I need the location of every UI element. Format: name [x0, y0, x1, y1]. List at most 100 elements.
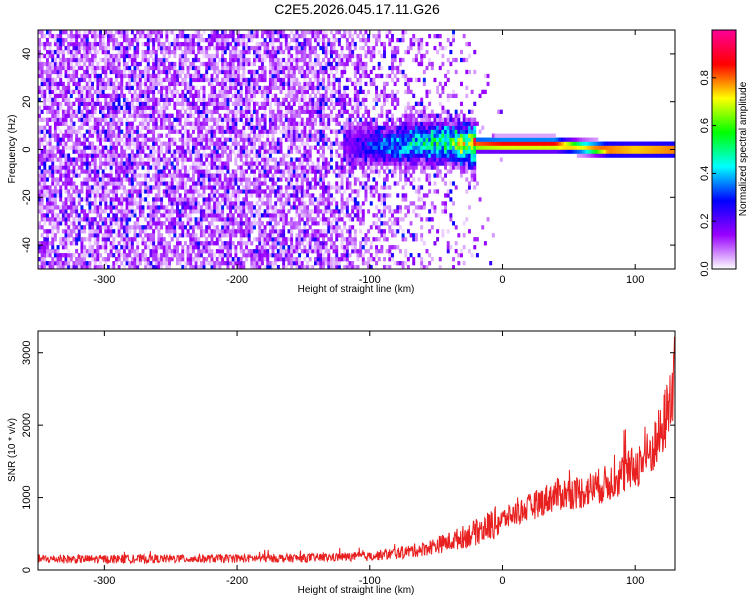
spectrogram-cell	[237, 97, 241, 102]
spectrogram-cell	[221, 197, 225, 202]
spectrogram-cell	[77, 125, 81, 130]
spectrogram-cell	[101, 69, 105, 75]
spectrogram-cell	[122, 153, 126, 158]
spectrogram-cell	[91, 189, 95, 194]
spectrogram-cell	[202, 105, 206, 110]
spectrogram-cell	[322, 49, 325, 55]
spectrogram-cell	[93, 205, 97, 210]
spectrogram-cell	[260, 241, 264, 246]
spectrogram-cell	[88, 109, 92, 114]
spectrogram-cell	[319, 137, 323, 142]
spectrogram-cell	[96, 249, 100, 254]
spectrogram-cell	[112, 65, 116, 71]
spectrogram-cell	[186, 149, 190, 154]
spectrogram-cell	[311, 121, 315, 126]
spectrogram-cell	[101, 217, 105, 222]
spectrogram-cell	[136, 221, 140, 226]
spectrogram-cell	[141, 173, 145, 178]
spectrogram-cell	[329, 229, 333, 234]
spectrogram-cell	[255, 193, 259, 198]
spectrogram-cell	[316, 30, 320, 35]
spectrogram-cell	[93, 185, 97, 190]
spectrogram-cell	[199, 169, 203, 174]
spectrogram-cell	[274, 45, 278, 51]
spectrogram-cell	[205, 141, 209, 146]
spectrogram-cell	[213, 157, 217, 162]
spectrogram-cell	[199, 145, 203, 150]
spectrogram-cell	[141, 49, 145, 55]
spectrogram-cell	[335, 253, 339, 258]
spectrogram-cell	[271, 165, 275, 170]
spectrogram-cell	[72, 37, 76, 43]
spectrogram-cell	[226, 265, 230, 269]
spectrogram-cell	[210, 133, 214, 138]
spectrogram-cell	[122, 73, 126, 79]
spectrogram-cell	[56, 125, 60, 130]
spectrogram-cell	[152, 93, 156, 99]
spectrogram-cell	[128, 41, 132, 47]
spectrogram-cell	[56, 65, 60, 71]
spectrogram-cell	[319, 97, 323, 102]
spectrogram-cell	[117, 57, 121, 63]
spectrogram-cell	[69, 197, 73, 202]
spectrogram-cell	[266, 265, 270, 269]
spectrogram-cell	[93, 237, 97, 242]
spectrogram-cell	[226, 157, 230, 162]
spectrogram-cell	[133, 177, 137, 182]
spectrogram-cell	[332, 213, 336, 218]
spectrogram-cell	[252, 169, 256, 174]
spectrogram-cell	[308, 109, 312, 114]
spectrogram-cell	[122, 97, 126, 102]
spectrogram-cell	[138, 73, 142, 79]
spectrogram-cell	[234, 197, 238, 202]
spectrogram-cell	[80, 209, 84, 214]
spectrogram-cell	[56, 97, 60, 102]
spectrogram-cell	[221, 229, 225, 234]
spectrogram-cell	[72, 241, 76, 246]
spectrogram-cell	[59, 81, 63, 87]
spectrogram-cell	[186, 57, 190, 63]
spectrogram-cell	[255, 165, 259, 170]
spectrogram-cell	[292, 37, 296, 43]
spectrogram-cell	[99, 93, 102, 99]
spectrogram-cell	[107, 265, 110, 269]
spectrogram-cell	[194, 265, 198, 269]
spectrogram-cell	[226, 169, 230, 174]
spectrogram-cell	[181, 149, 185, 154]
spectrogram-cell	[133, 81, 137, 87]
spectrogram-cell	[239, 237, 243, 242]
spectrogram-cell	[109, 33, 113, 39]
spectrogram-cell	[191, 101, 195, 106]
spectrogram-cell	[61, 41, 65, 47]
spectrogram-cell	[99, 133, 102, 138]
spectrogram-cell	[237, 81, 241, 87]
spectrogram-cell	[93, 30, 97, 35]
spectrogram-cell	[306, 261, 310, 266]
spectrogram-cell	[154, 185, 158, 190]
spectrogram-cell	[250, 257, 254, 262]
spectrogram-cell	[160, 173, 164, 178]
spectrogram-cell	[306, 69, 310, 75]
spectrogram-cell	[290, 37, 294, 43]
spectrogram-cell	[202, 77, 206, 83]
spectrogram-cell	[314, 165, 317, 170]
spectrogram-cell	[85, 129, 89, 134]
spectrogram-cell	[279, 30, 283, 35]
spectrogram-cell	[133, 249, 137, 254]
spectrogram-cell	[300, 129, 304, 134]
spectrogram-cell	[332, 57, 336, 63]
spectrogram-cell	[284, 113, 288, 118]
spectrogram-cell	[85, 57, 89, 63]
spectrogram-cell	[72, 181, 76, 186]
spectrogram-cell	[252, 93, 256, 99]
spectrogram-cell	[223, 33, 227, 39]
spectrogram-cell	[258, 49, 262, 55]
spectrogram-cell	[154, 181, 158, 186]
spectrogram-cell	[154, 57, 158, 63]
spectrogram-cell	[298, 121, 302, 126]
spectrogram-cell	[245, 189, 248, 194]
spectrogram-cell	[298, 97, 302, 102]
spectrogram-cell	[138, 109, 142, 114]
spectrogram-cell	[183, 173, 187, 178]
spectrogram-cell	[245, 57, 248, 63]
